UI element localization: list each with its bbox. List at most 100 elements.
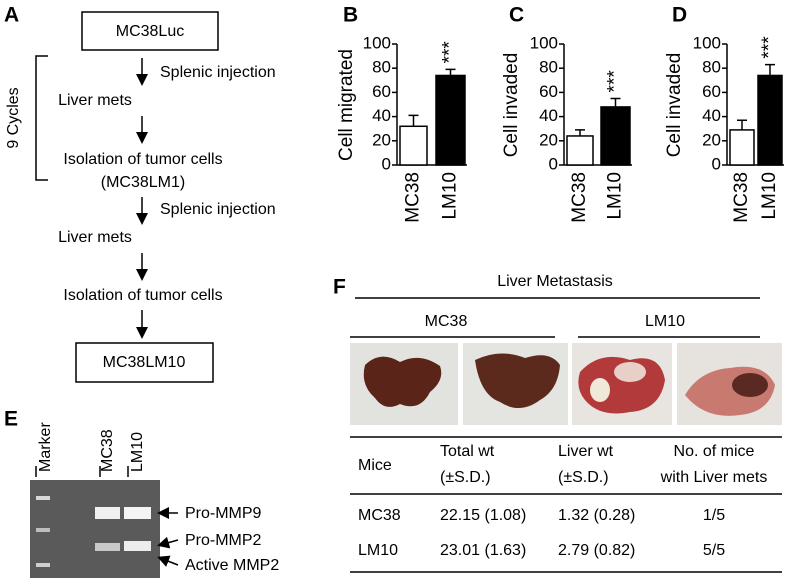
panel-letter: C [509,4,524,27]
step: Splenic injection [160,201,276,218]
error-bar [737,119,747,130]
y-tick-label: 0 [712,154,721,173]
table-header: No. of mice [674,443,755,460]
step: Isolation of tumor cells [63,287,222,304]
lane-label: Marker [37,422,54,472]
panel-letter: E [4,408,18,431]
x-tick-label: MC38 [569,172,590,223]
arrow [157,536,179,549]
error-bar [575,129,585,136]
bracket [35,55,48,181]
bar [566,135,594,166]
y-tick-label: 0 [382,154,391,173]
x-tick-label: LM10 [605,172,626,220]
y-tick-label: 80 [372,58,391,77]
panel-letter: B [343,4,358,27]
table-cell: 1.32 (0.28) [558,507,635,524]
bar [600,106,631,166]
x-tick-label: LM10 [759,172,780,220]
step: (MC38LM1) [101,174,185,191]
panel-letter: F [333,276,346,299]
step: MC38LM10 [103,354,186,371]
y-tick-label: 40 [702,106,721,125]
table-header: (±S.D.) [440,469,491,486]
table-header: (±S.D.) [558,469,609,486]
gel-band [36,496,50,500]
liver [363,356,442,407]
error-bar [408,114,419,127]
gel-band [124,541,151,551]
gel-band [95,507,120,519]
step: Splenic injection [160,64,276,81]
band-label: Pro-MMP9 [185,505,262,522]
group-label: MC38 [425,313,468,330]
table-header: with Liver mets [660,469,768,486]
error-bar [765,63,775,76]
y-axis-title: Cell invaded [501,53,522,158]
lane-label: MC38 [99,429,116,472]
gel-band [36,563,50,567]
x-tick-label: MC38 [403,172,424,223]
table-cell: MC38 [358,507,401,524]
y-tick-label: 60 [702,82,721,101]
significance: *** [759,36,780,59]
tumor [590,378,610,402]
bar [757,74,783,166]
table-cell: 5/5 [703,542,725,559]
gel [30,480,160,578]
panel-e: E Marker MC38 LM10 Pro-MMP9 Pro-MMP2 Act… [4,408,279,578]
gel-band [95,543,120,551]
panel-a: A MC38Luc Splenic injection Liver mets I… [4,4,276,383]
panel-letter: A [4,4,19,27]
liver-lobe [732,373,768,397]
significance: *** [605,70,626,93]
table-header: Total wt [440,443,495,460]
arrow [157,555,179,567]
significance: *** [440,41,461,64]
x-tick-label: MC38 [731,172,752,223]
y-tick-label: 40 [372,106,391,125]
bar [435,74,466,166]
y-tick-label: 0 [549,154,558,173]
y-tick-label: 100 [363,33,391,52]
error-bar [445,68,456,76]
table-cell: 22.15 (1.08) [440,507,526,524]
y-tick-label: 100 [693,33,721,52]
panel-letter: D [672,4,687,27]
y-tick-label: 100 [530,33,558,52]
y-tick-label: 60 [372,82,391,101]
gel-band [124,507,151,519]
band-label: Active MMP2 [185,557,279,574]
y-axis-title: Cell migrated [336,49,357,161]
table-cell: 1/5 [703,507,725,524]
y-tick-label: 20 [539,130,558,149]
step: Liver mets [58,92,132,109]
step: Isolation of tumor cells [63,151,222,168]
panel-title: Liver Metastasis [497,273,613,290]
cycles-label: 9 Cycles [5,87,22,148]
lane-label: LM10 [129,432,146,472]
panel-f: F Liver Metastasis MC38 LM10 [333,273,782,573]
gel-band [36,528,50,532]
group-label: LM10 [645,313,685,330]
table-header: Mice [358,457,392,474]
step: Liver mets [58,229,132,246]
y-tick-label: 80 [539,58,558,77]
table-cell: LM10 [358,542,398,559]
table-header: Liver wt [558,443,614,460]
box [81,11,219,51]
bar [399,125,428,166]
y-tick-label: 20 [702,130,721,149]
box [75,342,214,383]
y-tick-label: 40 [539,106,558,125]
y-tick-label: 60 [539,82,558,101]
tumor [614,362,646,382]
table-cell: 2.79 (0.82) [558,542,635,559]
step: MC38Luc [116,23,184,40]
bar [729,129,755,166]
error-bar [610,97,621,107]
band-label: Pro-MMP2 [185,532,262,549]
liver [475,353,560,409]
y-tick-label: 80 [702,58,721,77]
